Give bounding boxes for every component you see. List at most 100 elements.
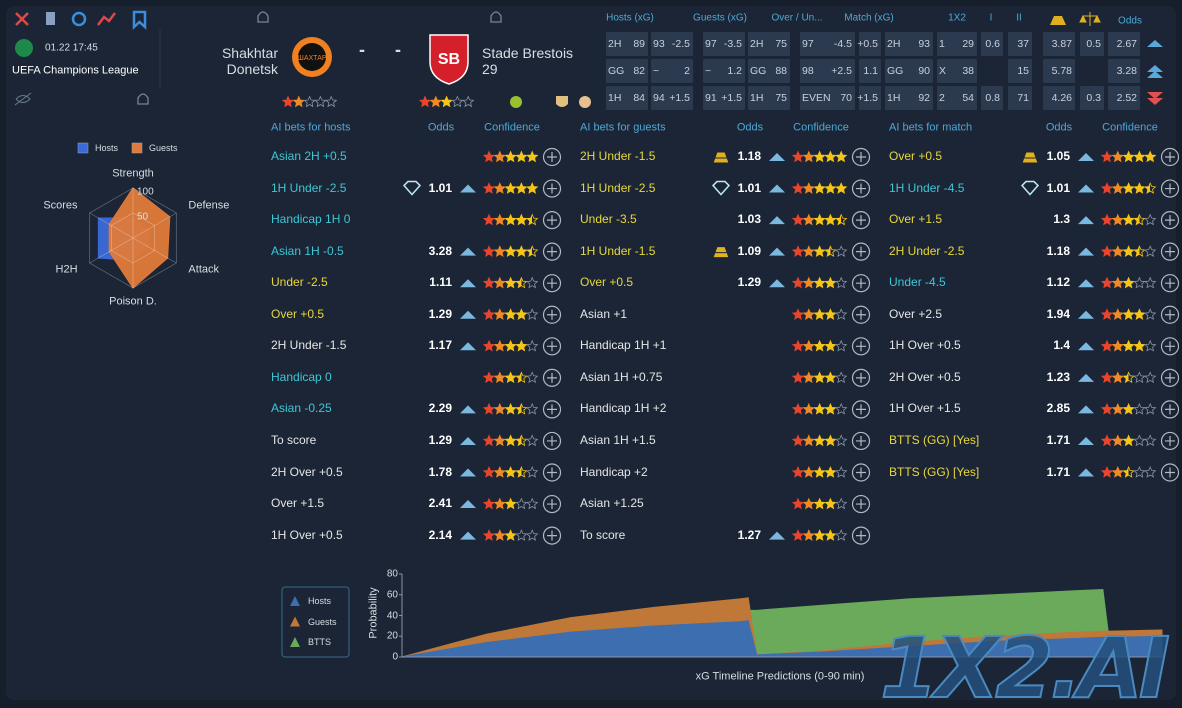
add-bet-button[interactable] [851,368,871,387]
bet-label[interactable]: Asian +1 [580,306,628,321]
add-bet-button[interactable] [851,147,871,167]
bet-label[interactable]: 2H Over +0.5 [889,369,961,384]
add-bet-button[interactable] [1160,337,1180,356]
bet-label[interactable]: Asian 1H +1.5 [580,433,656,448]
bet-label[interactable]: Handicap 1H 0 [271,212,351,227]
add-bet-button[interactable] [542,463,562,482]
bell-icons[interactable] [137,11,502,105]
bet-label[interactable]: Handicap 1H +1 [580,338,667,353]
add-bet-button[interactable] [851,179,871,198]
add-bet-button[interactable] [851,274,871,293]
doc-icon[interactable] [46,12,55,25]
hide-icon[interactable] [14,92,32,106]
bet-label[interactable]: Over +1.5 [271,496,325,511]
bet-label[interactable]: Asian +1.25 [580,496,644,511]
bet-label[interactable]: 1H Over +1.5 [889,401,961,416]
plus [1165,404,1175,415]
star [835,465,848,478]
radar-spoke [132,212,177,239]
close-icon[interactable] [15,12,29,26]
add-bet-button[interactable] [851,211,871,230]
bet-label[interactable]: 1H Under -2.5 [271,180,347,195]
cell-value: 88 [775,64,787,77]
bet-label[interactable]: Handicap 0 [271,369,332,384]
bookmark-icon[interactable] [132,10,147,30]
bet-label[interactable]: 2H Under -1.5 [580,149,656,164]
bet-label[interactable]: Asian -0.25 [271,401,332,416]
bet-label[interactable]: 1H Under -1.5 [580,243,656,258]
bet-label[interactable]: 2H Under -2.5 [889,243,965,258]
add-bet-button[interactable] [542,242,562,261]
odds-trend [769,216,785,225]
add-bet-button[interactable] [1160,431,1180,451]
add-bet-button[interactable] [542,431,562,451]
add-bet-button[interactable] [1160,305,1180,324]
add-bet-button[interactable] [1160,211,1180,230]
bet-label[interactable]: BTTS (GG) [Yes] [889,464,980,479]
add-bet-button[interactable] [542,368,562,387]
add-bet-button[interactable] [542,337,562,356]
bet-label[interactable]: Over +2.5 [889,306,943,321]
add-bet-button[interactable] [542,211,562,230]
add-bet-button[interactable] [542,179,562,198]
radar-grid [110,212,156,264]
add-bet-button[interactable] [851,400,871,419]
add-bet-button[interactable] [542,274,562,293]
add-bet-button[interactable] [542,305,562,324]
odds-trend [1078,310,1094,319]
rating-stars [791,434,848,447]
bet-label[interactable]: Asian 2H +0.5 [271,149,347,164]
add-bet-button[interactable] [542,147,562,167]
bet-label[interactable]: Asian 1H +0.75 [580,369,663,384]
add-bet-button[interactable] [1160,179,1180,198]
table-header: Over / Un... [771,12,823,24]
bet-label[interactable]: To score [580,527,626,542]
bet-label[interactable]: Handicap +2 [580,464,648,479]
bet-label[interactable]: Over +0.5 [271,306,325,321]
bet-label[interactable]: Handicap 1H +2 [580,401,667,416]
add-bet-button[interactable] [542,494,562,514]
bet-label[interactable]: Asian 1H -0.5 [271,243,344,258]
add-bet-button[interactable] [1160,147,1180,167]
add-bet-button[interactable] [1160,242,1180,261]
bet-label[interactable]: Under -4.5 [889,275,946,290]
add-bet-button[interactable] [851,431,871,451]
confidence-header: Confidence [793,121,849,134]
add-bet-button[interactable] [1160,274,1180,293]
bet-label[interactable]: Over +0.5 [889,149,943,164]
bet-label[interactable]: 1H Over +0.5 [271,527,343,542]
bet-label[interactable]: 1H Under -4.5 [889,180,965,195]
bet-label[interactable]: Over +1.5 [889,212,943,227]
add-bet-button[interactable] [851,305,871,324]
add-bet-button[interactable] [1160,400,1180,419]
bet-label[interactable]: 1H Over +0.5 [889,338,961,353]
bet-label[interactable]: To score [271,433,317,448]
add-bet-button[interactable] [851,494,871,514]
add-bet-button[interactable] [851,463,871,482]
trend-arrows[interactable] [1147,40,1163,105]
bet-label[interactable]: 2H Over +0.5 [271,464,343,479]
bet-label[interactable]: Over +0.5 [580,275,634,290]
add-bet-button[interactable] [851,526,871,545]
bet-label[interactable]: Under -2.5 [271,275,328,290]
toolbar[interactable] [15,10,147,30]
bet-label[interactable]: 1H Under -2.5 [580,180,656,195]
star [813,402,826,415]
add-bet-button[interactable] [542,526,562,545]
bet-odds: 2.14 [428,527,452,542]
star [526,434,539,447]
add-bet-button[interactable] [1160,368,1180,387]
add-bet-button[interactable] [1160,463,1180,482]
add-bet-button[interactable] [542,400,562,419]
add-bet-button[interactable] [851,337,871,356]
star [824,434,837,447]
bet-label[interactable]: BTTS (GG) [Yes] [889,433,980,448]
star [504,465,517,478]
refresh-icon[interactable] [71,11,87,27]
bet-label[interactable]: 2H Under -1.5 [271,338,347,353]
star [1144,339,1157,352]
star [1100,276,1114,289]
chart-icon[interactable] [97,12,116,26]
add-bet-button[interactable] [851,242,871,261]
bet-label[interactable]: Under -3.5 [580,212,637,227]
